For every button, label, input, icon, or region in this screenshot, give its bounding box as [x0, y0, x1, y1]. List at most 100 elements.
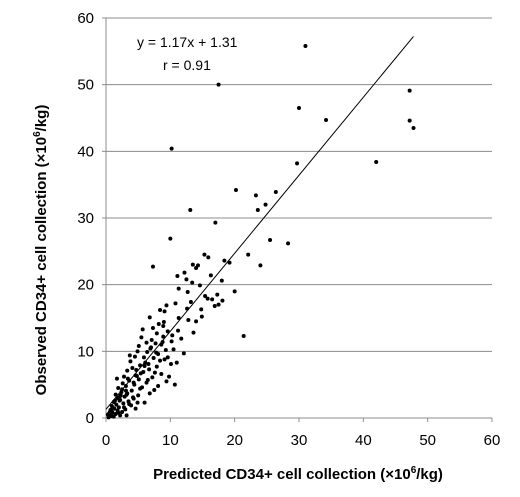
- data-point: [176, 316, 181, 320]
- data-point: [227, 260, 232, 265]
- data-point: [258, 263, 263, 268]
- data-point: [120, 381, 125, 386]
- data-point: [297, 106, 301, 110]
- data-point: [116, 386, 121, 390]
- data-point: [159, 372, 164, 376]
- y-axis-title-unit: /kg): [33, 105, 50, 132]
- data-point: [220, 298, 225, 303]
- axes: [102, 17, 493, 422]
- data-point: [113, 398, 118, 403]
- data-point: [134, 368, 139, 372]
- data-point: [171, 347, 176, 352]
- x-tick-label: 40: [355, 432, 372, 449]
- data-point: [134, 374, 139, 378]
- data-point: [216, 82, 221, 87]
- data-point: [202, 252, 207, 257]
- data-point: [153, 341, 158, 346]
- data-point: [118, 394, 123, 398]
- data-point: [185, 290, 190, 294]
- data-point: [131, 395, 136, 400]
- data-point: [151, 356, 156, 360]
- data-point: [138, 363, 143, 368]
- data-point: [156, 322, 161, 326]
- y-axis-title: Observed CD34+ cell collection (×106/kg): [32, 105, 50, 396]
- data-point: [120, 410, 125, 414]
- x-tick-label: 60: [484, 432, 501, 449]
- data-point: [199, 314, 204, 319]
- data-point: [128, 359, 133, 364]
- data-point: [122, 374, 127, 379]
- x-tick-label: 30: [291, 432, 308, 449]
- data-point: [116, 410, 121, 415]
- data-point: [136, 377, 141, 382]
- data-point: [176, 328, 181, 333]
- data-point: [286, 241, 291, 246]
- regression-line: [105, 36, 414, 410]
- data-point: [125, 368, 130, 373]
- data-point: [124, 413, 129, 418]
- data-point: [215, 292, 220, 297]
- data-point: [168, 362, 173, 366]
- data-point: [174, 360, 179, 365]
- data-point: [206, 255, 211, 260]
- data-point: [232, 289, 237, 294]
- y-tick-label: 60: [77, 10, 94, 27]
- data-point: [219, 278, 224, 283]
- data-point: [158, 308, 163, 312]
- data-point: [106, 415, 111, 420]
- data-point: [154, 331, 159, 336]
- x-axis-title: Predicted CD34+ cell collection (×106/kg…: [153, 465, 443, 483]
- data-point: [169, 339, 174, 344]
- data-point: [127, 402, 132, 406]
- data-point: [149, 338, 154, 342]
- data-point: [152, 370, 157, 375]
- data-point: [125, 376, 130, 381]
- data-point: [185, 306, 190, 311]
- data-point: [156, 384, 161, 388]
- data-point: [160, 340, 165, 344]
- data-point: [233, 188, 238, 192]
- data-point: [145, 350, 150, 354]
- data-point: [212, 304, 217, 308]
- data-point: [138, 386, 143, 391]
- data-point: [152, 388, 157, 392]
- y-tick-label: 10: [77, 343, 94, 360]
- data-point: [190, 280, 195, 285]
- data-point: [186, 318, 191, 322]
- data-point: [150, 375, 155, 380]
- x-tick-label: 50: [419, 432, 436, 449]
- data-point: [263, 202, 268, 207]
- data-point: [179, 336, 184, 341]
- data-point: [190, 262, 195, 267]
- tick-labels: 0 10 20 30 40 50 60 0 10 20 30 40 50 60: [77, 10, 500, 449]
- data-point: [241, 334, 246, 338]
- data-point: [172, 382, 177, 387]
- data-point: [127, 353, 132, 358]
- data-point: [216, 302, 221, 307]
- data-point: [407, 118, 412, 123]
- data-point: [188, 208, 193, 212]
- data-point: [169, 146, 174, 151]
- data-point: [175, 274, 180, 278]
- data-point: [411, 126, 416, 130]
- data-point: [144, 340, 149, 345]
- y-tick-label: 50: [77, 77, 94, 94]
- y-tick-label: 30: [77, 210, 94, 227]
- data-point: [117, 398, 122, 403]
- data-point: [147, 391, 152, 396]
- data-point: [143, 360, 148, 365]
- data-point: [164, 379, 169, 384]
- data-point: [163, 348, 168, 352]
- data-point: [149, 345, 154, 350]
- gridlines: [106, 17, 492, 352]
- data-point: [164, 303, 169, 308]
- x-axis-title-main: Predicted CD34+ cell collection (×10: [153, 466, 411, 483]
- data-point: [167, 374, 172, 379]
- data-point: [124, 392, 129, 397]
- data-point: [145, 378, 150, 382]
- data-point: [114, 402, 119, 407]
- data-point: [194, 266, 199, 270]
- data-point: [122, 405, 127, 410]
- data-point: [139, 335, 144, 340]
